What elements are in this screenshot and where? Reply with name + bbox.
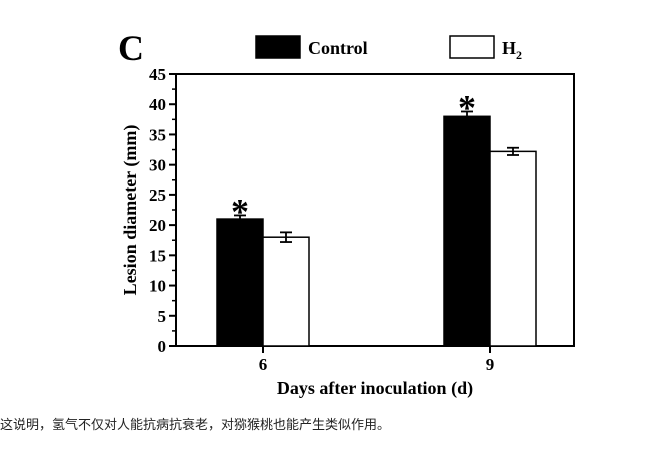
x-tick-label: 6 xyxy=(259,355,268,374)
legend-label-h2: H2 xyxy=(502,38,522,62)
bar xyxy=(489,150,537,347)
significance-marker: * xyxy=(231,191,249,231)
y-tick-label: 0 xyxy=(158,337,167,356)
legend-label-h2-main: H xyxy=(502,38,516,58)
significance-marker: * xyxy=(458,87,476,127)
y-axis-label: Lesion diameter (mm) xyxy=(120,125,141,296)
x-tick-label: 9 xyxy=(486,355,495,374)
legend-swatch-h2 xyxy=(449,35,495,59)
bar xyxy=(262,236,310,347)
bar xyxy=(216,218,264,347)
bar xyxy=(443,115,491,347)
y-tick-label: 25 xyxy=(149,186,166,205)
x-axis-label: Days after inoculation (d) xyxy=(277,378,473,399)
bars: ** xyxy=(216,87,537,347)
caption-text: 这说明，氢气不仅对人能抗病抗衰老，对猕猴桃也能产生类似作用。 xyxy=(0,418,391,433)
legend: Control H2 xyxy=(255,35,522,62)
legend-swatch-control xyxy=(255,35,301,59)
y-tick-label: 15 xyxy=(149,246,166,265)
y-tick-label: 30 xyxy=(149,156,166,175)
y-tick-label: 45 xyxy=(149,65,166,84)
legend-label-h2-sub: 2 xyxy=(516,48,522,62)
panel-label: C xyxy=(118,28,144,68)
y-axis: 0 5 10 15 20 25 30 35 40 45 xyxy=(149,65,176,356)
y-tick-label: 35 xyxy=(149,125,166,144)
y-tick-label: 20 xyxy=(149,216,166,235)
legend-label-control: Control xyxy=(308,38,368,58)
y-tick-label: 40 xyxy=(149,95,166,114)
y-tick-label: 5 xyxy=(158,307,167,326)
y-tick-label: 10 xyxy=(149,277,166,296)
